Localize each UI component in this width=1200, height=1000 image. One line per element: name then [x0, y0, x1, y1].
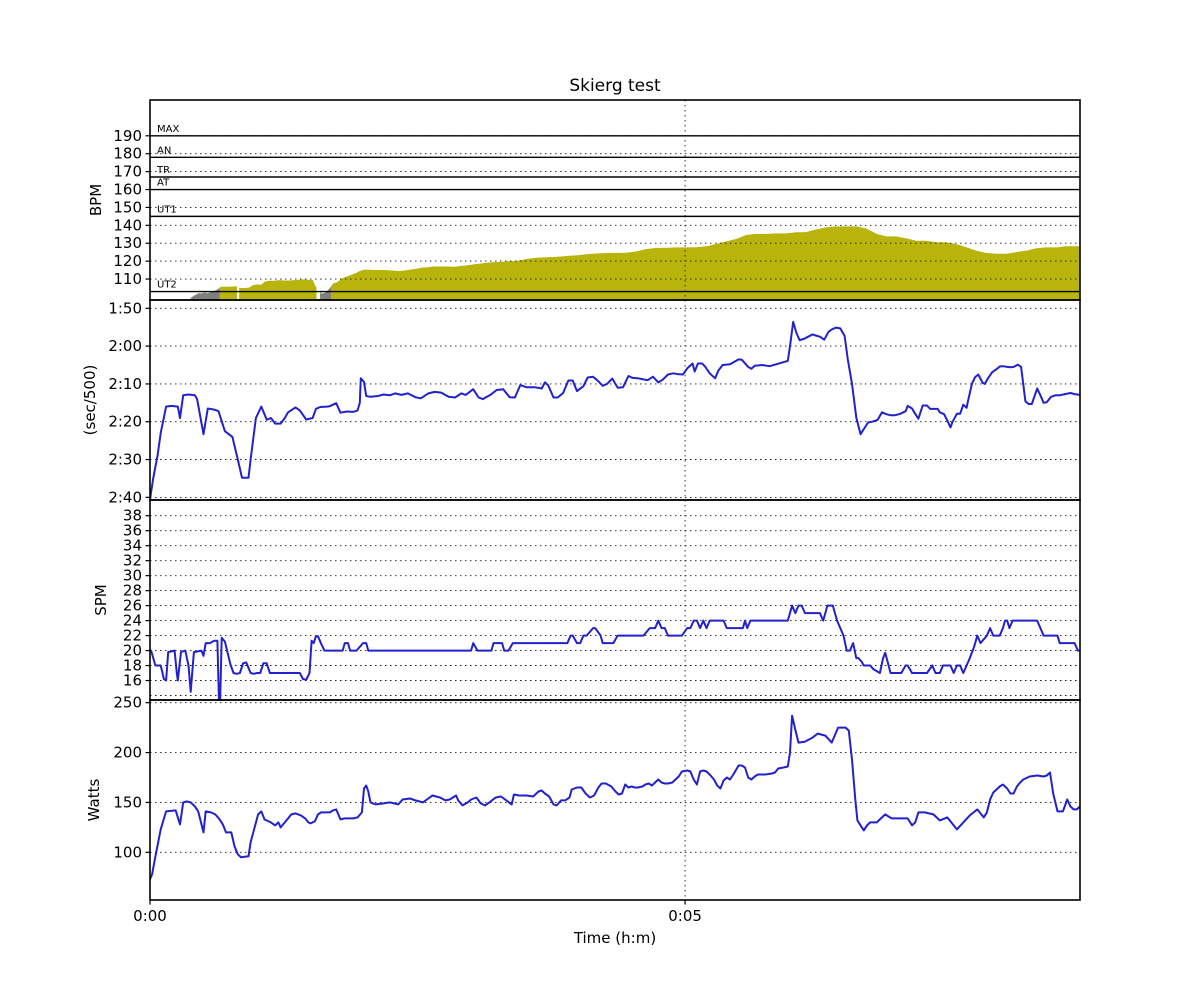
zone-label-tr: TR — [156, 165, 170, 176]
spm-tick-label: 24 — [123, 612, 142, 630]
zone-label-an: AN — [157, 145, 171, 156]
bpm-tick-label: 150 — [113, 198, 142, 216]
pace-tick-label: 2:40 — [108, 488, 142, 506]
x-tick-label: 0:00 — [133, 907, 167, 925]
spm-tick-label: 28 — [123, 582, 142, 600]
zone-label-ut2: UT2 — [157, 280, 177, 291]
heart-rate-area — [190, 226, 1080, 300]
chart-title: Skierg test — [569, 76, 661, 96]
spm-tick-label: 32 — [123, 552, 142, 570]
watts-series-line — [150, 714, 1080, 881]
spm-tick-label: 38 — [123, 507, 142, 525]
pace-tick-label: 2:20 — [108, 413, 142, 431]
x-tick-label: 0:05 — [668, 907, 702, 925]
pace-tick-label: 2:00 — [108, 337, 142, 355]
spm-tick-label: 36 — [123, 522, 142, 540]
bpm-tick-label: 160 — [113, 181, 142, 199]
watts-tick-label: 200 — [113, 744, 142, 762]
pace-frame — [149, 299, 1081, 501]
zone-label-at: AT — [157, 178, 170, 189]
bpm-tick-label: 190 — [113, 127, 142, 145]
pace-series-line — [150, 320, 1080, 500]
pace-panel — [150, 300, 1080, 500]
time-axis-label: Time (h:m) — [573, 929, 657, 947]
bpm-tick-label: 120 — [113, 252, 142, 270]
spm-tick-label: 16 — [123, 672, 142, 690]
spm-tick-label: 18 — [123, 657, 142, 675]
bpm-panel: MAX AN TR AT UT1 UT2 — [150, 100, 1080, 300]
watts-tick-label: 250 — [113, 694, 142, 712]
heart-rate-below-zone-area — [190, 287, 220, 300]
spm-tick-label: 30 — [123, 567, 142, 585]
pace-tick-label: 2:10 — [108, 375, 142, 393]
zone-label-max: MAX — [157, 124, 179, 135]
bpm-axis-label: BPM — [87, 183, 105, 217]
spm-axis-label: SPM — [92, 584, 110, 616]
spm-series-line — [150, 604, 1080, 700]
heart-rate-gap — [316, 287, 321, 300]
pace-tick-label: 2:30 — [108, 451, 142, 469]
watts-frame — [149, 699, 1081, 901]
bpm-tick-label: 130 — [113, 234, 142, 252]
bpm-tick-label: 110 — [113, 270, 142, 288]
pace-tick-label: 1:50 — [108, 299, 142, 317]
heart-rate-below-zone-area — [320, 286, 331, 300]
spm-tick-label: 22 — [123, 627, 142, 645]
pace-axis-label: (sec/500) — [81, 364, 99, 436]
bpm-tick-label: 140 — [113, 216, 142, 234]
spm-panel — [150, 500, 1080, 700]
watts-panel — [150, 700, 1080, 900]
watts-tick-label: 150 — [113, 793, 142, 811]
spm-tick-label: 26 — [123, 597, 142, 615]
watts-tick-label: 100 — [113, 843, 142, 861]
spm-tick-label: 34 — [123, 537, 142, 555]
bpm-tick-label: 180 — [113, 145, 142, 163]
watts-axis-label: Watts — [85, 778, 103, 822]
zone-label-ut1: UT1 — [157, 204, 177, 215]
bpm-tick-label: 170 — [113, 163, 142, 181]
heart-rate-gap — [237, 285, 240, 300]
spm-tick-label: 20 — [123, 642, 142, 660]
